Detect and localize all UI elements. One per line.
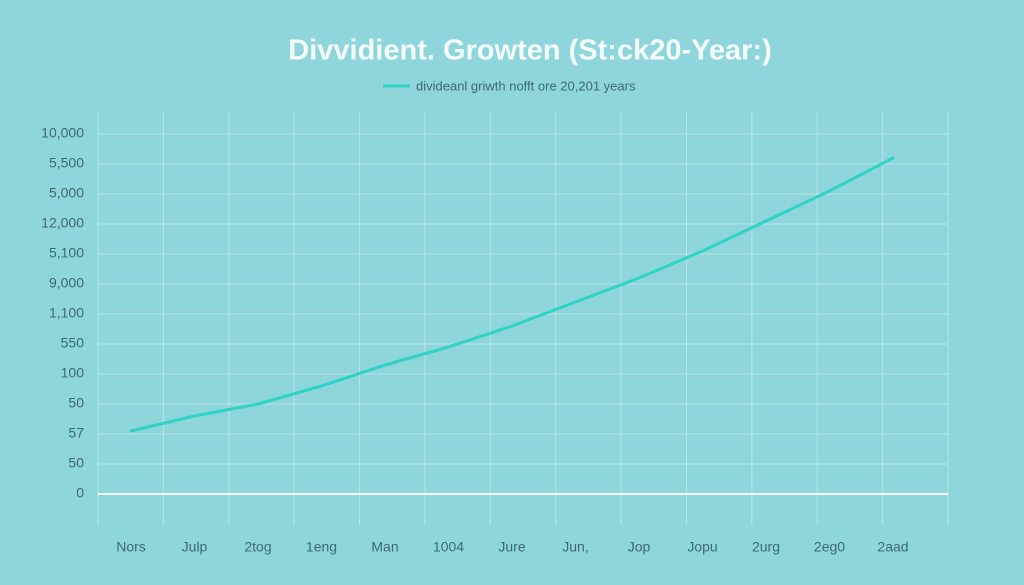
chart-title: Divvidient. Growten (St:ck20-Year:) (288, 35, 771, 67)
legend-label: divideanl griwth nofft ore 20,201 years (416, 78, 636, 93)
y-tick-label: 9,000 (49, 275, 84, 291)
y-tick-label: 550 (61, 335, 85, 351)
x-tick-label: 1004 (433, 539, 464, 555)
x-tick-label: Nors (116, 539, 146, 555)
x-tick-label: 2urg (752, 539, 780, 555)
y-tick-label: 50 (68, 455, 84, 471)
x-tick-label: Julp (182, 539, 208, 555)
x-tick-label: Jop (628, 539, 651, 555)
y-tick-label: 50 (68, 395, 84, 411)
x-tick-label: 1eng (306, 539, 337, 555)
x-tick-label: Jure (498, 539, 525, 555)
y-tick-label: 100 (61, 365, 85, 381)
x-tick-label: 2tog (244, 539, 271, 555)
y-tick-label: 5,100 (49, 245, 84, 261)
y-tick-label: 5,500 (49, 155, 84, 171)
x-tick-label: Jun, (562, 539, 588, 555)
x-tick-label: Jopu (687, 539, 717, 555)
x-tick-label: 2aad (877, 539, 908, 555)
y-tick-label: 1,100 (49, 305, 84, 321)
y-tick-label: 0 (76, 485, 84, 501)
y-tick-label: 57 (68, 425, 84, 441)
data-line (129, 156, 895, 433)
x-tick-label: 2eg0 (814, 539, 845, 555)
y-tick-label: 12,000 (41, 215, 84, 231)
x-tick-label: Man (371, 539, 398, 555)
y-tick-label: 5,000 (49, 185, 84, 201)
y-tick-label: 10,000 (41, 125, 84, 141)
